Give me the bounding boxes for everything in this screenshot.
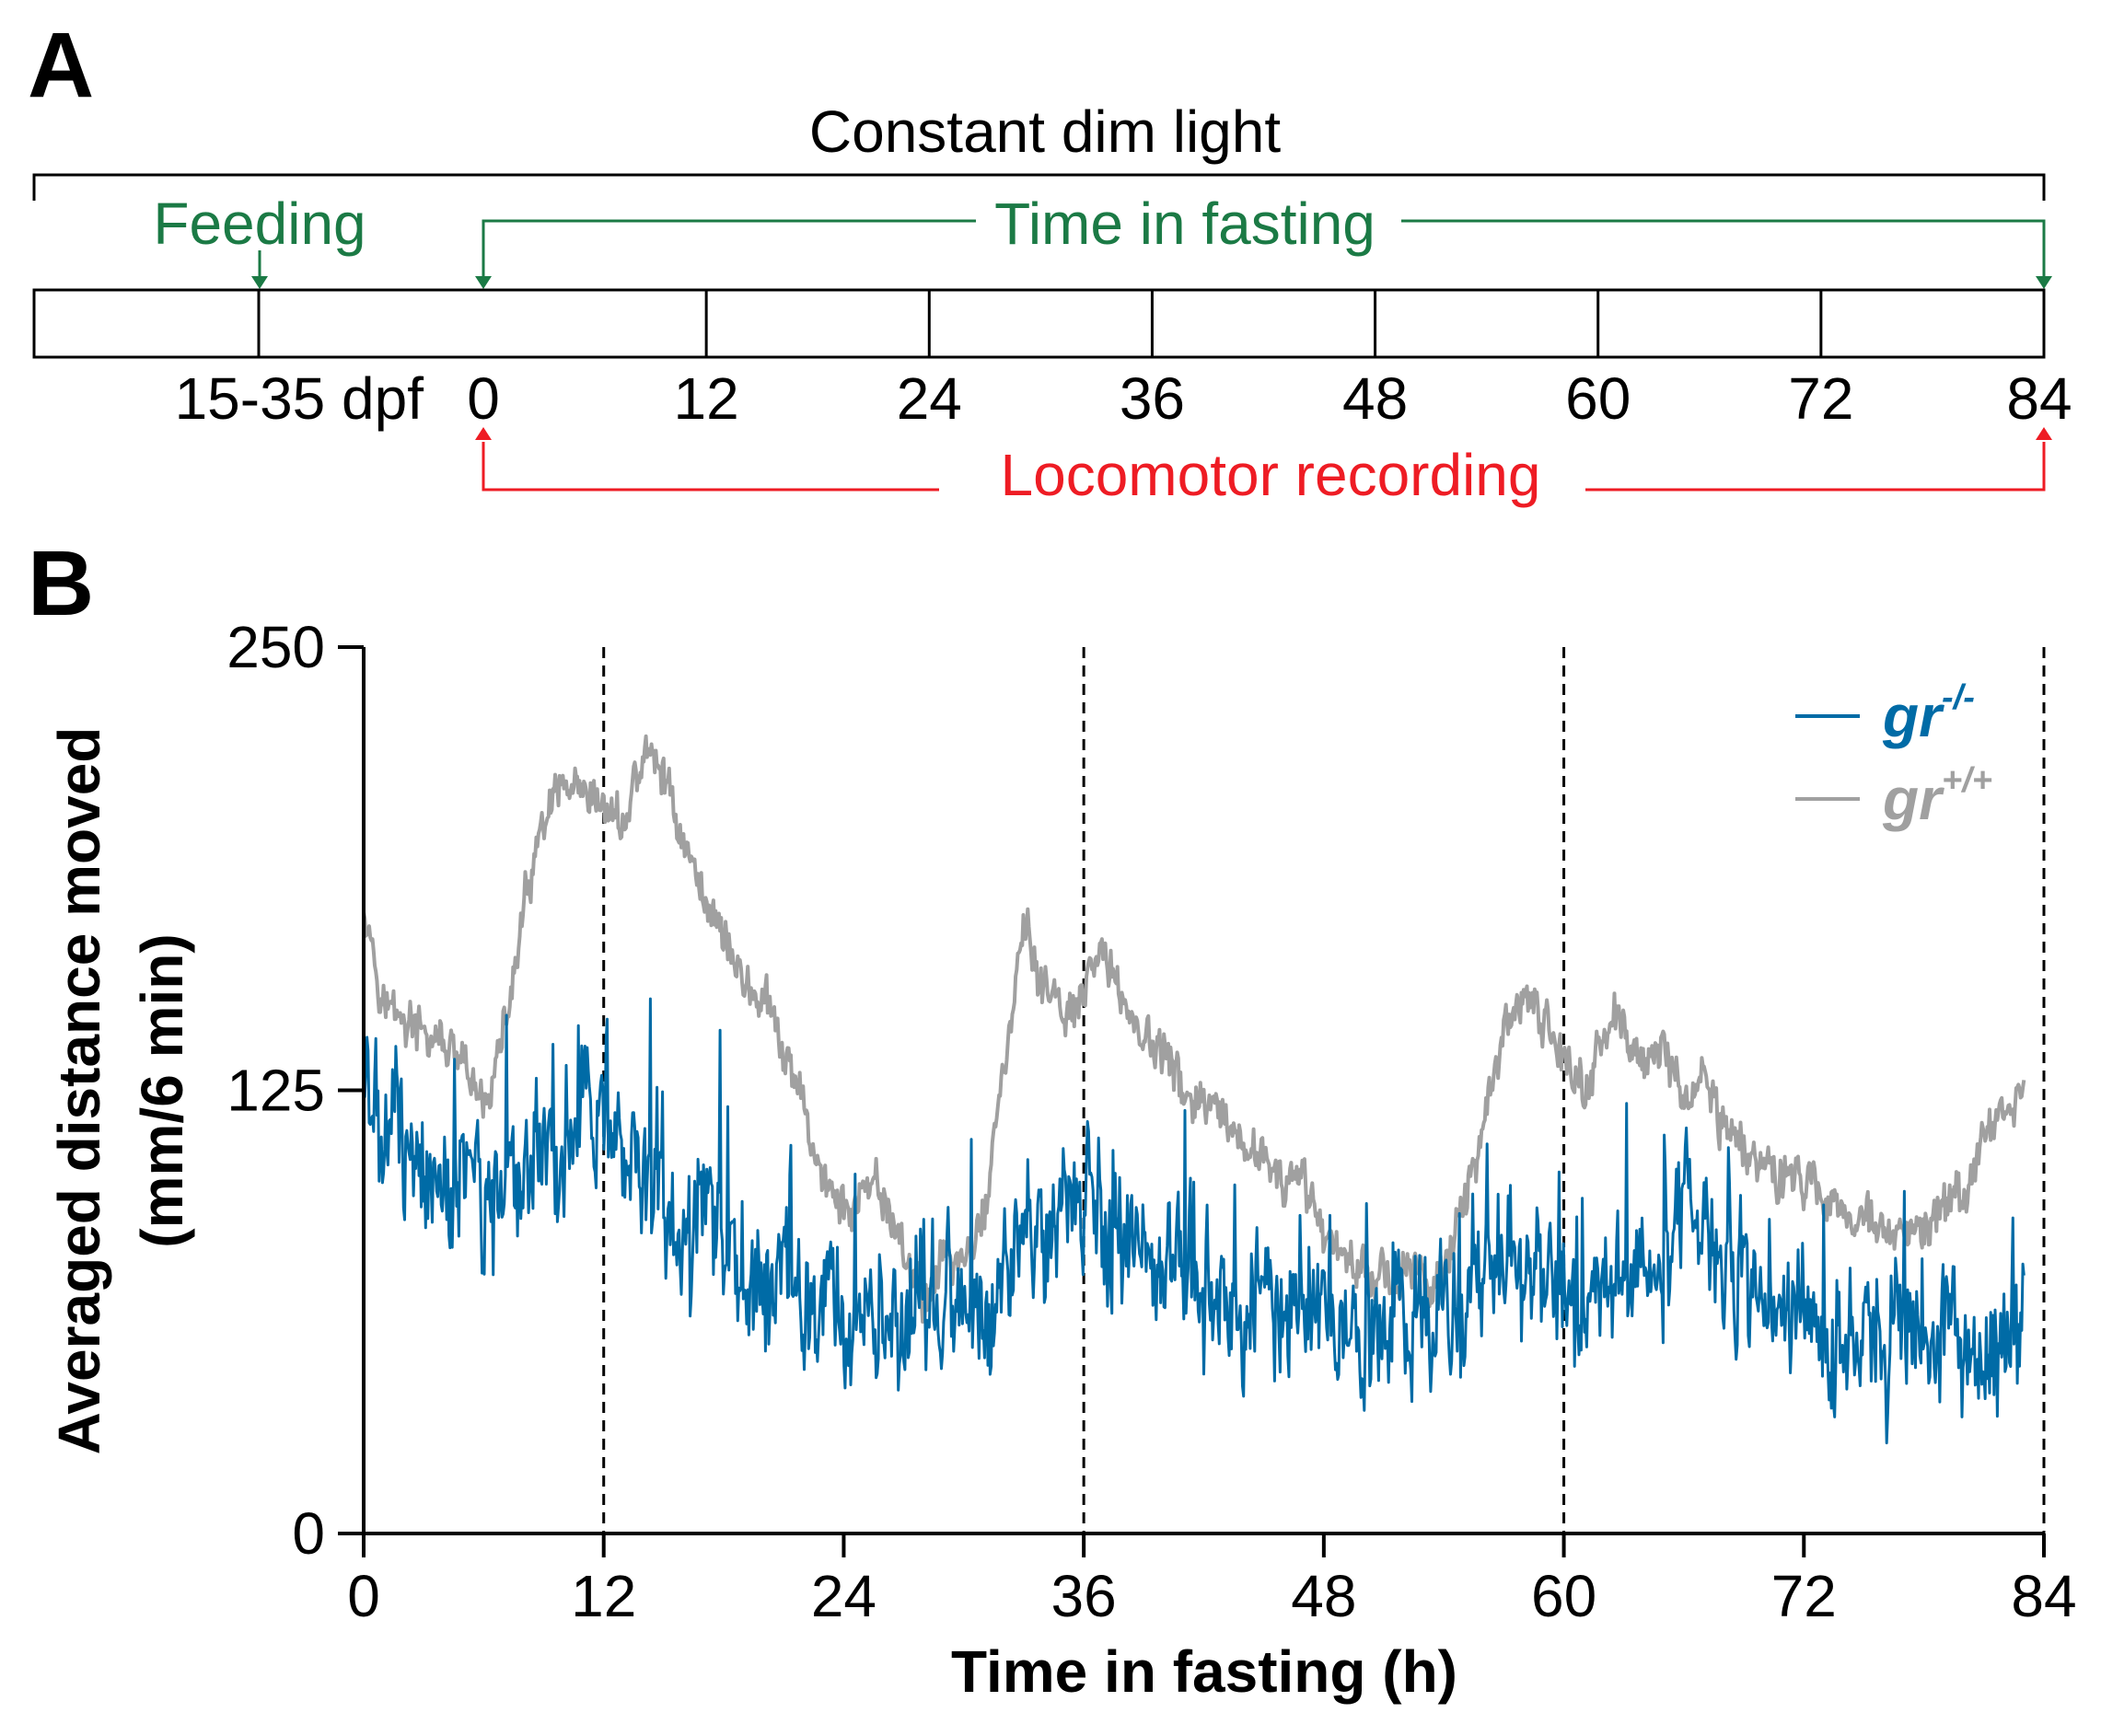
legend-label-name: gr: [1882, 766, 1944, 832]
fasting-start-arrow: [475, 276, 492, 289]
x-axis-title: Time in fasting (h): [951, 1638, 1457, 1705]
fasting-end-arrow: [2036, 276, 2052, 289]
legend-label-name: gr: [1882, 683, 1944, 749]
series-layer: [362, 734, 2026, 1445]
timeline-tick-label: 48: [1342, 365, 1408, 432]
series-line-gr-wildtype: [362, 734, 2026, 1324]
x-tick-label: 84: [2011, 1563, 2076, 1629]
y-tick-label: 250: [226, 614, 325, 680]
x-tick-label: 60: [1531, 1563, 1596, 1629]
locomotor-bracket-right: [1585, 442, 2046, 492]
timeline-tick-label: 60: [1565, 365, 1631, 432]
locomotor-bracket-left: [482, 442, 939, 492]
x-tick-label: 24: [811, 1563, 876, 1629]
locomotor-end-arrow: [2036, 427, 2052, 440]
y-ticks: 0 125 250: [226, 614, 364, 1567]
y-axis-title-line2: (mm/6 min): [129, 933, 195, 1247]
x-ticks: 0 12 24 36 48 60 72 84: [347, 1533, 2077, 1629]
legend-label-superscript: +/+: [1942, 761, 1992, 800]
plot-area: 0 125 250 0 12 24 36 48 60 72 84: [226, 614, 2076, 1629]
timeline-bar: [32, 288, 2046, 359]
feeding-label: Feeding: [153, 191, 366, 257]
x-tick-label: 72: [1771, 1563, 1837, 1629]
panel-b: B 0 125 250 0 12 24 36 48 60 72 84 Time in fastin…: [28, 532, 2077, 1705]
panel-a-label: A: [28, 14, 94, 117]
legend: gr-/-gr+/+: [1795, 678, 1992, 832]
panel-a: A Constant dim light Feeding Time in fas…: [28, 14, 2072, 508]
feeding-arrow-head: [251, 276, 268, 289]
timeline-tick-label: 0: [467, 365, 500, 432]
locomotor-start-arrow: [475, 427, 492, 440]
series-line-gr-mutant: [362, 997, 2026, 1445]
legend-label-superscript: -/-: [1942, 678, 1975, 717]
legend-label: gr+/+: [1882, 761, 1992, 832]
y-tick-label: 0: [292, 1500, 325, 1567]
fasting-bracket-right: [1401, 219, 2046, 280]
constant-light-label: Constant dim light: [809, 98, 1281, 165]
timeline-dividers: [704, 290, 1823, 357]
timeline-tick-labels: 0 12 24 36 48 60 72 84: [467, 365, 2072, 432]
x-tick-label: 36: [1051, 1563, 1117, 1629]
age-label: 15-35 dpf: [175, 365, 424, 432]
constant-light-bracket: [32, 173, 2046, 201]
locomotor-label: Locomotor recording: [1001, 442, 1541, 508]
timeline-tick-label: 36: [1120, 365, 1185, 432]
timeline-tick-label: 24: [897, 365, 962, 432]
x-tick-label: 0: [347, 1563, 380, 1629]
y-axis-title-line1: Averaged distance moved: [46, 727, 112, 1455]
x-tick-label: 48: [1291, 1563, 1356, 1629]
fasting-bracket-left: [482, 219, 976, 280]
x-tick-label: 12: [571, 1563, 636, 1629]
timeline-tick-label: 84: [2006, 365, 2072, 432]
legend-label: gr-/-: [1882, 678, 1975, 749]
timeline-tick-label: 72: [1788, 365, 1853, 432]
time-in-fasting-label: Time in fasting: [994, 191, 1376, 257]
panel-b-label: B: [28, 532, 94, 635]
timeline-tick-label: 12: [674, 365, 739, 432]
y-tick-label: 125: [226, 1058, 325, 1124]
